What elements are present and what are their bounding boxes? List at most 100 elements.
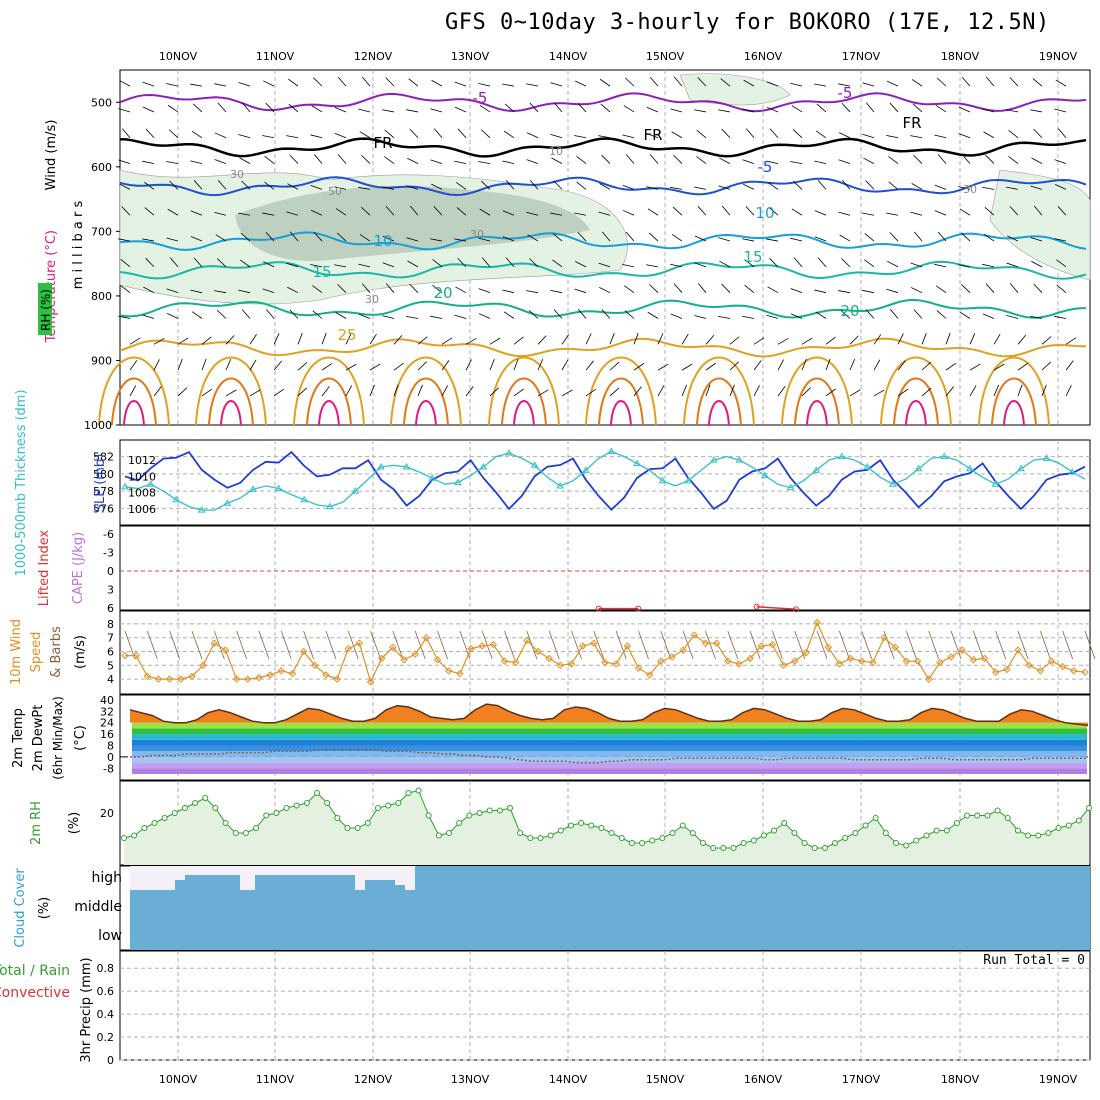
wind-barb bbox=[697, 206, 707, 216]
wind-barb bbox=[369, 384, 375, 397]
wind-barb bbox=[431, 79, 443, 87]
rh2m-point bbox=[720, 845, 727, 851]
wind-barb bbox=[169, 180, 179, 190]
wind-barb bbox=[408, 78, 419, 87]
surface-temp-contour bbox=[500, 377, 547, 426]
wind-barb bbox=[839, 630, 850, 660]
wind-barb bbox=[409, 128, 419, 139]
wind-barb bbox=[865, 102, 875, 113]
rh2m-point bbox=[334, 815, 341, 821]
wind-barb bbox=[982, 313, 995, 319]
wind-barb bbox=[598, 211, 611, 216]
wind-barb bbox=[913, 154, 923, 164]
thickness-marker bbox=[121, 482, 129, 490]
pressure-tick-label: 500 bbox=[91, 96, 112, 109]
wind-barb bbox=[249, 389, 261, 397]
rh2m-point bbox=[649, 837, 656, 844]
wind-barb bbox=[177, 358, 183, 371]
wind-speed-point bbox=[679, 646, 687, 654]
surface-temp-contour bbox=[97, 356, 170, 426]
precip-total-label: Total / Rain bbox=[0, 963, 70, 979]
wind-barb bbox=[258, 630, 270, 660]
wind-barb bbox=[489, 358, 495, 371]
wind-barb bbox=[840, 310, 851, 319]
wind-barb bbox=[862, 133, 875, 139]
wind-barb bbox=[983, 233, 995, 242]
wind-speed-point bbox=[980, 654, 989, 663]
wind-speed-point bbox=[590, 639, 598, 647]
wind-barb bbox=[334, 132, 347, 139]
wind-barb bbox=[873, 359, 881, 371]
wind-barb bbox=[369, 333, 377, 345]
wind-barb bbox=[574, 288, 587, 294]
wind-barb bbox=[934, 263, 947, 268]
date-label-bottom: 16NOV bbox=[744, 1073, 783, 1086]
rh2m-point bbox=[964, 812, 971, 819]
contour-label: -5 bbox=[473, 89, 488, 107]
wind-barb bbox=[335, 312, 347, 319]
wind-barb bbox=[873, 334, 882, 345]
wind-barb bbox=[217, 102, 227, 113]
rh2m-point bbox=[141, 825, 148, 831]
wind-barb bbox=[816, 630, 828, 660]
wind10-axis-label: 10m Wind bbox=[9, 619, 24, 685]
temp2m-axis-label: 2m Temp bbox=[11, 708, 26, 768]
wind-speed-point bbox=[266, 671, 274, 679]
wind-barb bbox=[168, 129, 179, 139]
wind-barb bbox=[313, 77, 323, 87]
wind-barb bbox=[633, 386, 642, 397]
wind-speed-point bbox=[757, 642, 765, 650]
wind-speed-point bbox=[869, 658, 877, 667]
wind-barb bbox=[744, 284, 755, 293]
li-tick-label: -6 bbox=[103, 528, 114, 541]
rh2m-point bbox=[242, 830, 249, 836]
wind-barb bbox=[457, 128, 467, 139]
wind-barb bbox=[321, 332, 327, 345]
rh2m-point bbox=[517, 830, 524, 836]
wind-barb bbox=[792, 129, 803, 139]
wind-barb bbox=[889, 309, 899, 319]
wind-speed-point bbox=[355, 639, 364, 647]
wind-barb bbox=[865, 309, 875, 319]
rh2m-point bbox=[1075, 817, 1082, 824]
wind-barb bbox=[862, 289, 875, 294]
wind-barb bbox=[481, 257, 491, 268]
temp-color-band bbox=[132, 734, 1087, 740]
wind-barb bbox=[561, 389, 573, 397]
cloud-level-middle: middle bbox=[74, 899, 122, 915]
rh2m-point bbox=[344, 825, 351, 831]
wind-barb bbox=[577, 309, 587, 319]
wind-barb bbox=[576, 181, 587, 190]
rh2m-point bbox=[151, 820, 158, 826]
wind-barb bbox=[574, 135, 587, 139]
wind-barb bbox=[310, 185, 323, 190]
wind-barb bbox=[552, 259, 563, 268]
thickness-marker bbox=[889, 480, 897, 487]
dewpt-axis-label: 2m DewPt bbox=[31, 705, 46, 772]
wind-barb bbox=[336, 232, 347, 242]
wind-barb bbox=[406, 237, 419, 242]
wind-barb bbox=[865, 180, 875, 190]
wind-barb bbox=[430, 315, 443, 319]
wind-barb bbox=[537, 358, 544, 371]
wind-barb bbox=[646, 133, 659, 139]
date-label-top: 12NOV bbox=[354, 50, 393, 63]
wind-speed-point bbox=[511, 658, 520, 667]
thickness-marker bbox=[556, 481, 565, 489]
wind-barb bbox=[670, 108, 683, 113]
wind-barb bbox=[225, 358, 232, 371]
rh2m-point bbox=[425, 812, 432, 819]
wind-barb bbox=[1057, 206, 1067, 216]
rh2m-point bbox=[395, 800, 402, 806]
wind-barb bbox=[960, 284, 971, 293]
wind-barb bbox=[838, 83, 851, 87]
wind-barb bbox=[384, 129, 395, 139]
wind-barb bbox=[1054, 315, 1067, 319]
contour-label: 15 bbox=[743, 248, 762, 266]
wind-barb bbox=[646, 186, 659, 190]
wind-barb bbox=[359, 131, 371, 139]
rh2m-point bbox=[791, 830, 798, 836]
wind-barb bbox=[697, 77, 707, 87]
rh2m-point bbox=[466, 812, 473, 819]
thickness-marker bbox=[914, 464, 923, 472]
